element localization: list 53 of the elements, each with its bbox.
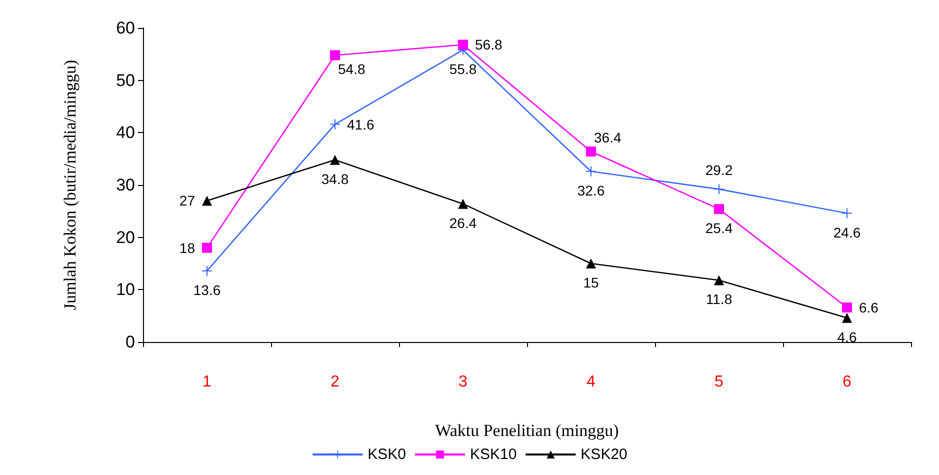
y-tick-label: 10: [116, 280, 135, 300]
point: [842, 312, 852, 323]
point: [586, 146, 596, 157]
y-tick-label: 60: [116, 18, 135, 38]
point: [842, 302, 852, 312]
x-tick-label: 2: [330, 374, 340, 390]
data-label: 41.6: [347, 116, 374, 132]
point: [714, 275, 724, 286]
y-axis-title: Jumlah Kokon (butir/media/minggu): [60, 60, 80, 310]
point: [330, 119, 340, 130]
x-tick-label: 5: [714, 374, 724, 390]
point: [586, 258, 596, 268]
data-label: 36.4: [594, 130, 622, 146]
point: [202, 266, 212, 276]
data-label: 26.4: [449, 214, 477, 231]
legend-label: KSK0: [368, 446, 406, 463]
y-tick-label: 50: [116, 70, 135, 90]
data-label: 24.6: [833, 224, 861, 240]
x-tick-label: 6: [842, 374, 852, 390]
point: [842, 208, 852, 218]
legend-label: KSK20: [580, 446, 628, 463]
legend-label: KSK10: [470, 446, 517, 463]
data-label: 13.6: [193, 282, 221, 298]
data-label: 25.4: [705, 220, 733, 236]
x-tick-label: 4: [586, 374, 596, 390]
y-tick-label: 30: [116, 176, 135, 194]
point: [586, 166, 596, 176]
point: [330, 154, 340, 165]
data-label: 29.2: [705, 162, 733, 178]
point: [202, 196, 212, 206]
y-tick-label: 40: [116, 123, 135, 142]
y-tick-label: 20: [116, 228, 135, 247]
point: [714, 204, 724, 214]
x-axis-title: Waktu Penelitian (minggu): [435, 421, 619, 440]
data-label: 56.8: [475, 36, 502, 53]
data-label: 4.6: [837, 328, 857, 345]
point: [202, 242, 212, 253]
data-label: 32.6: [577, 182, 605, 198]
data-label: 34.8: [321, 170, 349, 187]
data-label: 55.8: [449, 60, 477, 77]
point: [714, 184, 724, 194]
x-tick-label: 1: [202, 374, 212, 390]
point: [458, 198, 468, 209]
data-label: 27: [179, 192, 196, 209]
data-label: 15: [583, 274, 599, 290]
x-tick-label: 3: [458, 374, 468, 390]
point: [330, 50, 340, 60]
data-label: 11.8: [706, 291, 732, 308]
y-tick-label: 0: [126, 332, 135, 352]
point: [458, 40, 468, 50]
data-label: 54.8: [338, 61, 366, 78]
data-label: 6.6: [859, 299, 879, 316]
data-label: 18: [179, 240, 196, 256]
